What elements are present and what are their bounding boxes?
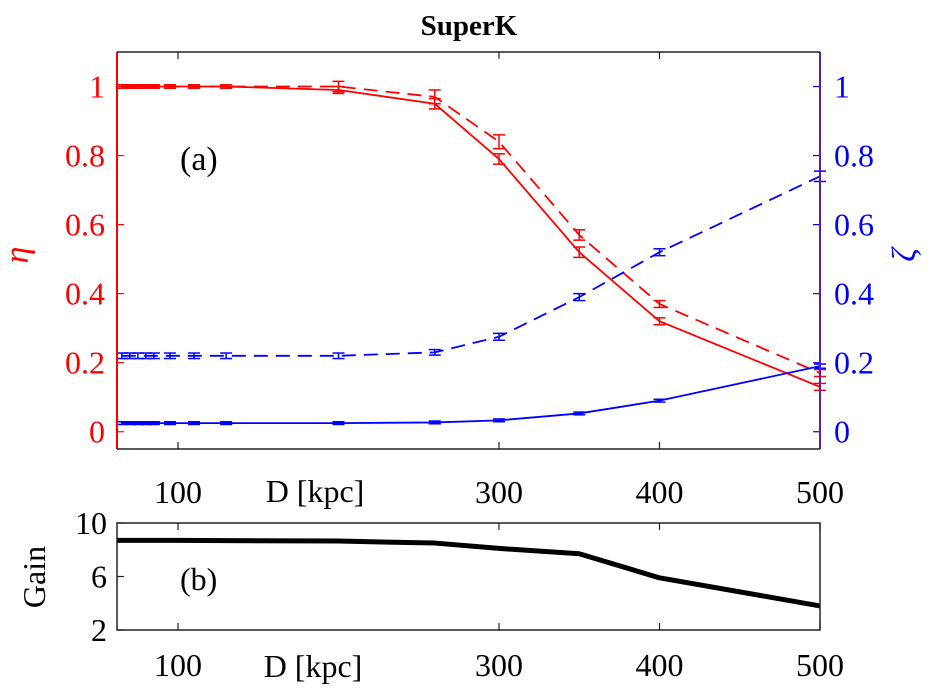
y-tick-label: 10 [75, 505, 107, 541]
error-bar [188, 420, 201, 426]
error-bar [428, 89, 441, 105]
error-bar [653, 299, 666, 309]
error-bar [332, 420, 345, 426]
series-line [121, 175, 821, 357]
error-bar [147, 84, 160, 89]
y-tick-label-right: 0.8 [834, 138, 874, 174]
chart-title: SuperK [421, 10, 518, 42]
error-bar [653, 248, 666, 257]
panel-label-a: (a) [180, 141, 218, 178]
error-bar [492, 332, 505, 342]
series-line [121, 85, 821, 374]
series-4 [115, 170, 826, 360]
series-2 [115, 80, 826, 378]
error-bar [428, 420, 441, 425]
y-axis-label-left: η [0, 247, 36, 264]
x-tick-label: 400 [635, 474, 683, 510]
error-bar [653, 398, 666, 403]
y-tick-label-left: 1 [89, 69, 105, 105]
x-tick-label: 100 [154, 647, 202, 683]
error-bar [428, 348, 441, 356]
error-bar [573, 292, 586, 302]
error-bar [492, 418, 505, 423]
error-bar [163, 84, 176, 89]
error-bar [492, 134, 505, 150]
series-group-a [115, 80, 826, 426]
error-bar [220, 352, 233, 360]
x-tick-label: 100 [154, 474, 202, 510]
error-bar [163, 352, 176, 360]
error-bar [220, 420, 233, 426]
error-bar [188, 352, 201, 360]
error-bar [188, 84, 201, 89]
x-tick-label: 500 [796, 647, 844, 683]
x-tick-label: 300 [475, 647, 523, 683]
x-axis-label-a: D [kpc] [266, 473, 365, 509]
series-line [121, 365, 821, 425]
series-group-b [117, 537, 821, 609]
y-tick-label-right: 0.4 [834, 276, 874, 312]
y-tick-label-right: 0.6 [834, 207, 874, 243]
series-3 [115, 363, 826, 426]
error-bar [492, 153, 505, 165]
error-bar [573, 246, 586, 259]
y-tick-label-left: 0.2 [65, 345, 105, 381]
gain-line [117, 537, 821, 609]
error-bar [147, 352, 160, 360]
y-axis-label-b: Gain [16, 546, 52, 608]
tick-labels-a: 100 300 400 500 0 0.2 0.4 0.6 0.8 1 0 0.2 0.4 0.6 0.8 1 [65, 69, 874, 510]
panel-label-b: (b) [180, 561, 217, 597]
y-tick-label: 6 [91, 559, 107, 595]
error-bar [332, 352, 345, 360]
panel-b: 100 300 400 500 2 6 10 (b) D [kpc] Gain [16, 505, 844, 684]
y-tick-label-left: 0.4 [65, 276, 105, 312]
x-axis-label-b: D [kpc] [264, 648, 363, 684]
plot-area-a [117, 52, 820, 449]
y-tick-label-right: 0.2 [834, 345, 874, 381]
y-tick-label-left: 0.6 [65, 207, 105, 243]
error-bar [573, 229, 586, 241]
error-bar [163, 420, 176, 426]
y-tick-label: 2 [91, 612, 107, 648]
y-tick-label-left: 0 [89, 414, 105, 450]
error-bar [220, 84, 233, 89]
x-tick-label: 400 [635, 647, 683, 683]
x-tick-label: 500 [796, 474, 844, 510]
panel-a: 100 300 400 50000.20.40.60.8100.20.40.60.81… [0, 51, 923, 510]
y-tick-label-right: 1 [834, 69, 850, 105]
y-axis-label-right: ζ [886, 246, 923, 262]
error-bar [573, 411, 586, 416]
tick-labels-b: 100 300 400 500 2 6 10 [75, 505, 844, 683]
y-tick-label-right: 0 [834, 414, 850, 450]
error-bar [147, 420, 160, 426]
error-bar [332, 80, 345, 93]
error-bar [653, 317, 666, 326]
x-tick-label: 300 [475, 474, 523, 510]
y-tick-label-left: 0.8 [65, 138, 105, 174]
